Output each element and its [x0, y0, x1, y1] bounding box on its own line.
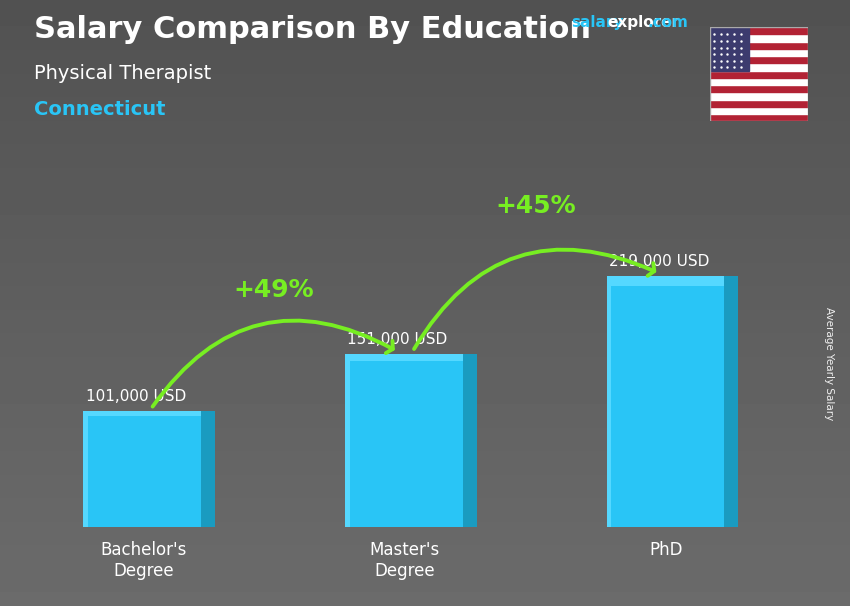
Text: explorer: explorer	[607, 15, 679, 30]
Bar	[348, 354, 462, 527]
Bar	[710, 107, 808, 114]
Bar	[710, 78, 808, 85]
Bar	[710, 27, 808, 35]
Bar	[710, 27, 749, 71]
Bar	[710, 99, 808, 107]
Bar	[710, 56, 808, 64]
Bar	[201, 411, 215, 527]
Bar	[710, 49, 808, 56]
Bar	[607, 276, 611, 527]
Bar	[724, 276, 738, 527]
Bar	[609, 276, 724, 527]
Text: 151,000 USD: 151,000 USD	[347, 331, 447, 347]
Bar	[86, 411, 201, 416]
Text: Physical Therapist: Physical Therapist	[34, 64, 212, 82]
Text: .com: .com	[648, 15, 689, 30]
Text: +49%: +49%	[234, 279, 314, 302]
Text: salary: salary	[571, 15, 624, 30]
Bar	[710, 42, 808, 49]
Bar	[462, 354, 477, 527]
Bar	[83, 411, 88, 527]
Bar	[345, 354, 349, 527]
Bar	[710, 85, 808, 92]
Bar	[348, 354, 462, 361]
Text: 101,000 USD: 101,000 USD	[86, 389, 186, 404]
Bar	[710, 92, 808, 99]
Text: Connecticut: Connecticut	[34, 100, 166, 119]
Bar	[710, 71, 808, 78]
Text: Average Yearly Salary: Average Yearly Salary	[824, 307, 834, 420]
Text: +45%: +45%	[496, 194, 576, 218]
Bar	[609, 276, 724, 285]
Text: Salary Comparison By Education: Salary Comparison By Education	[34, 15, 591, 44]
Text: 219,000 USD: 219,000 USD	[609, 254, 709, 268]
Bar	[710, 114, 808, 121]
Bar	[86, 411, 201, 527]
Bar	[710, 35, 808, 42]
Bar	[710, 64, 808, 71]
